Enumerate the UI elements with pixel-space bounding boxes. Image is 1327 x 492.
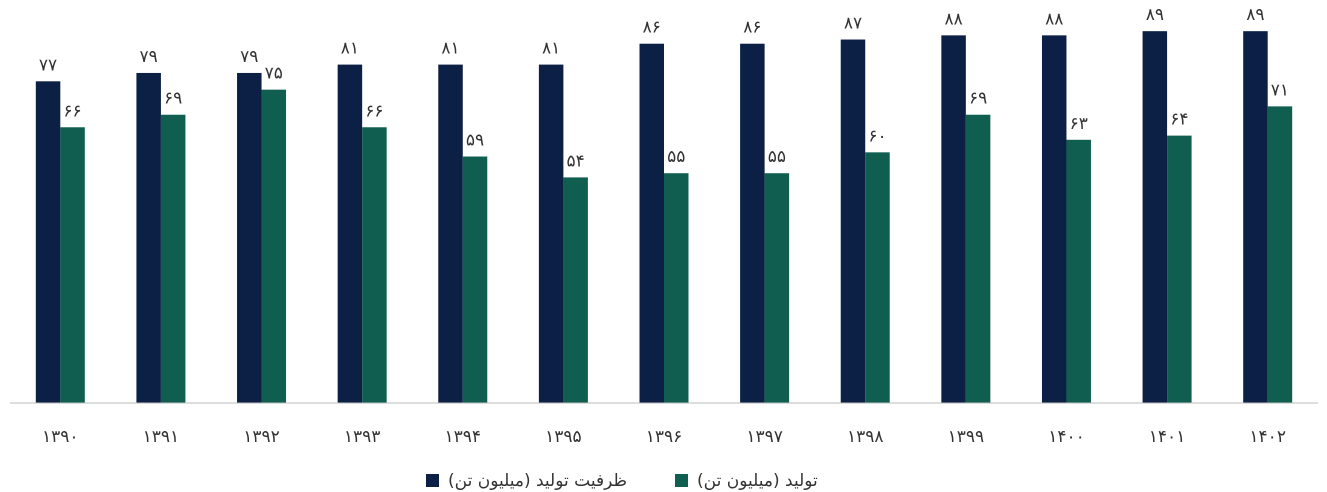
data-label: ۸۹	[1246, 5, 1264, 25]
x-tick-label: ۱۳۹۵	[545, 427, 582, 447]
data-label: ۸۶	[743, 18, 761, 38]
data-label: ۵۴	[567, 151, 585, 171]
bar	[362, 127, 387, 404]
bar	[35, 81, 61, 404]
legend-label: تولید (میلیون تن)	[697, 471, 818, 491]
data-label: ۶۰	[868, 126, 886, 146]
data-label: ۶۹	[969, 89, 987, 109]
x-tick-label: ۱۴۰۲	[1249, 427, 1286, 447]
x-tick-label: ۱۳۹۹	[948, 427, 985, 447]
x-tick-label: ۱۳۹۸	[847, 427, 884, 447]
x-tick-label: ۱۳۹۱	[143, 427, 180, 447]
bar	[538, 64, 564, 403]
bar	[438, 64, 463, 403]
x-tick-label: ۱۳۹۲	[243, 427, 280, 447]
data-label: ۷۹	[240, 47, 258, 67]
legend-label: ظرفیت تولید (میلیون تن)	[448, 471, 627, 491]
bar	[941, 35, 966, 403]
data-label: ۷۱	[1271, 80, 1289, 100]
bar	[563, 177, 588, 403]
bar	[1142, 31, 1168, 404]
data-label: ۶۹	[164, 89, 182, 109]
data-label: ۶۶	[365, 101, 383, 121]
bar	[1267, 106, 1293, 403]
bar	[337, 64, 363, 403]
bar	[965, 114, 991, 403]
bar	[1167, 135, 1192, 403]
bar	[865, 152, 890, 403]
data-label: ۵۵	[667, 147, 685, 167]
bar	[160, 114, 186, 403]
bar	[840, 39, 866, 404]
x-tick-label: ۱۳۹۴	[445, 427, 482, 447]
data-label: ۸۱	[341, 39, 359, 59]
data-label: ۸۶	[643, 18, 661, 38]
data-label: ۶۴	[1170, 110, 1188, 130]
bar	[740, 43, 765, 403]
x-tick-label: ۱۳۹۷	[746, 427, 783, 447]
bar	[462, 156, 488, 403]
x-tick-label: ۱۴۰۰	[1048, 427, 1085, 447]
data-label: ۵۹	[466, 131, 484, 151]
bar	[1066, 139, 1091, 404]
bar	[764, 173, 790, 403]
data-label: ۶۶	[63, 101, 81, 121]
data-label: ۶۳	[1070, 114, 1088, 134]
bar	[1243, 31, 1268, 404]
legend-swatch	[675, 474, 689, 487]
bar	[1041, 35, 1067, 403]
x-tick-label: ۱۴۰۱	[1149, 427, 1186, 447]
bar	[639, 43, 664, 403]
bar	[136, 72, 161, 403]
x-tick-label: ۱۳۹۳	[344, 427, 381, 447]
data-label: ۸۷	[844, 14, 862, 34]
data-label: ۸۱	[542, 39, 560, 59]
data-label: ۸۸	[944, 9, 962, 29]
x-tick-label: ۱۳۹۶	[646, 427, 683, 447]
data-label: ۷۹	[140, 47, 158, 67]
bar	[237, 72, 262, 403]
data-label: ۵۵	[768, 147, 786, 167]
bar	[261, 89, 287, 404]
data-label: ۸۹	[1146, 5, 1164, 25]
data-label: ۷۵	[265, 64, 283, 84]
data-label: ۷۷	[39, 55, 57, 75]
data-label: ۸۱	[441, 39, 459, 59]
bar	[664, 173, 689, 403]
bar	[60, 127, 85, 404]
data-label: ۸۸	[1045, 9, 1063, 29]
x-tick-label: ۱۳۹۰	[42, 427, 79, 447]
legend-swatch	[426, 474, 439, 487]
